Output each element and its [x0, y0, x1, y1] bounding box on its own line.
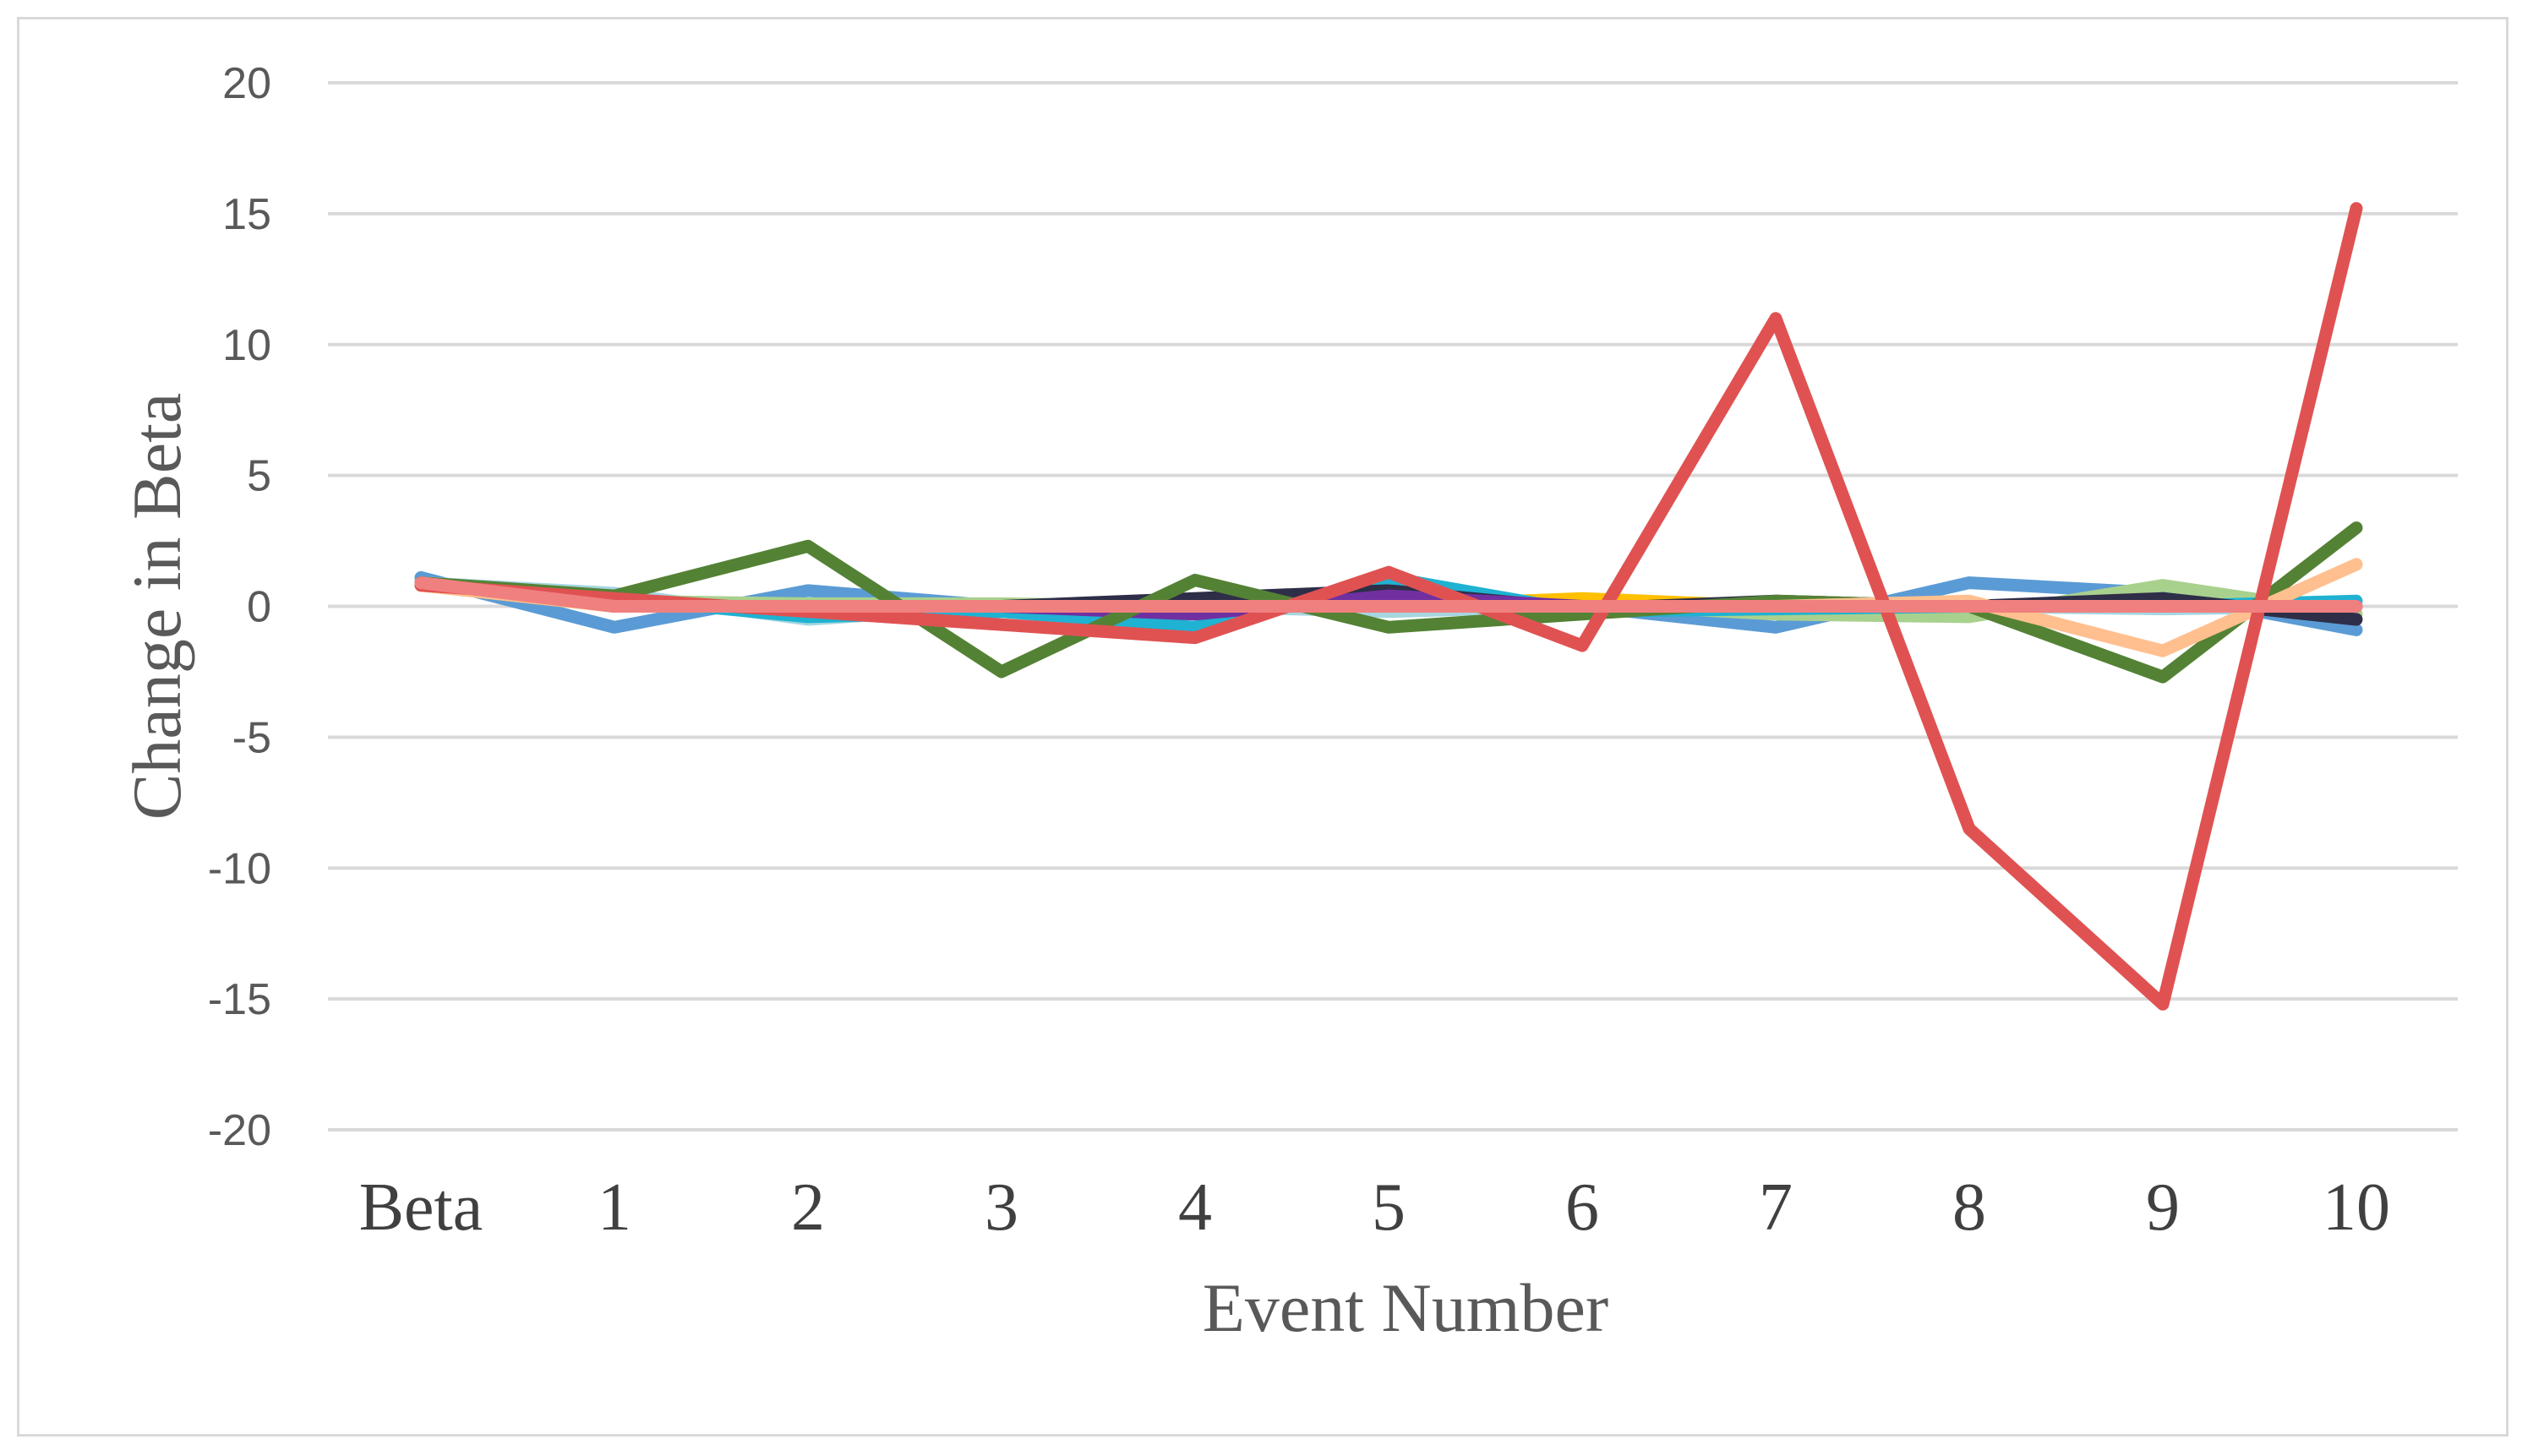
- x-tick-label: 6: [1565, 1170, 1599, 1245]
- x-tick-label: 9: [2146, 1170, 2180, 1245]
- x-tick-label: 1: [598, 1170, 631, 1245]
- y-axis-title: Change in Beta: [118, 393, 195, 821]
- line-chart: 20 15 10 5 0 -5 -10 -15 -20 Beta 1 2 3 4 5 6 7 8 9 10 Chan…: [118, 59, 2458, 1346]
- x-tick-label: 10: [2323, 1170, 2390, 1245]
- series-lines: [414, 202, 2363, 1011]
- x-tick-label: 3: [985, 1170, 1018, 1245]
- x-tick-label: Beta: [359, 1170, 483, 1245]
- y-tick-label: -20: [208, 1106, 271, 1155]
- y-tick-label: -10: [208, 844, 271, 893]
- y-tick-label: 15: [222, 190, 271, 239]
- y-tick-label: 0: [247, 583, 271, 632]
- y-tick-label: 10: [222, 321, 271, 370]
- y-tick-label: 5: [247, 452, 271, 501]
- x-axis-title: Event Number: [1203, 1269, 1608, 1346]
- y-tick-label: -15: [208, 975, 271, 1024]
- x-tick-label: 7: [1759, 1170, 1793, 1245]
- x-tick-label: 5: [1372, 1170, 1406, 1245]
- series-line-11: [414, 576, 2363, 613]
- x-tick-label: 4: [1178, 1170, 1212, 1245]
- series-line-8: [414, 521, 2363, 684]
- x-tick-label: 2: [791, 1170, 825, 1245]
- y-tick-label: 20: [222, 59, 271, 108]
- chart-frame: 20 15 10 5 0 -5 -10 -15 -20 Beta 1 2 3 4 5 6 7 8 9 10 Chan…: [17, 17, 2508, 1437]
- x-tick-label: 8: [1952, 1170, 1986, 1245]
- y-axis-ticks: 20 15 10 5 0 -5 -10 -15 -20: [208, 59, 271, 1155]
- y-tick-label: -5: [232, 713, 271, 762]
- x-axis-ticks: Beta 1 2 3 4 5 6 7 8 9 10: [359, 1170, 2390, 1245]
